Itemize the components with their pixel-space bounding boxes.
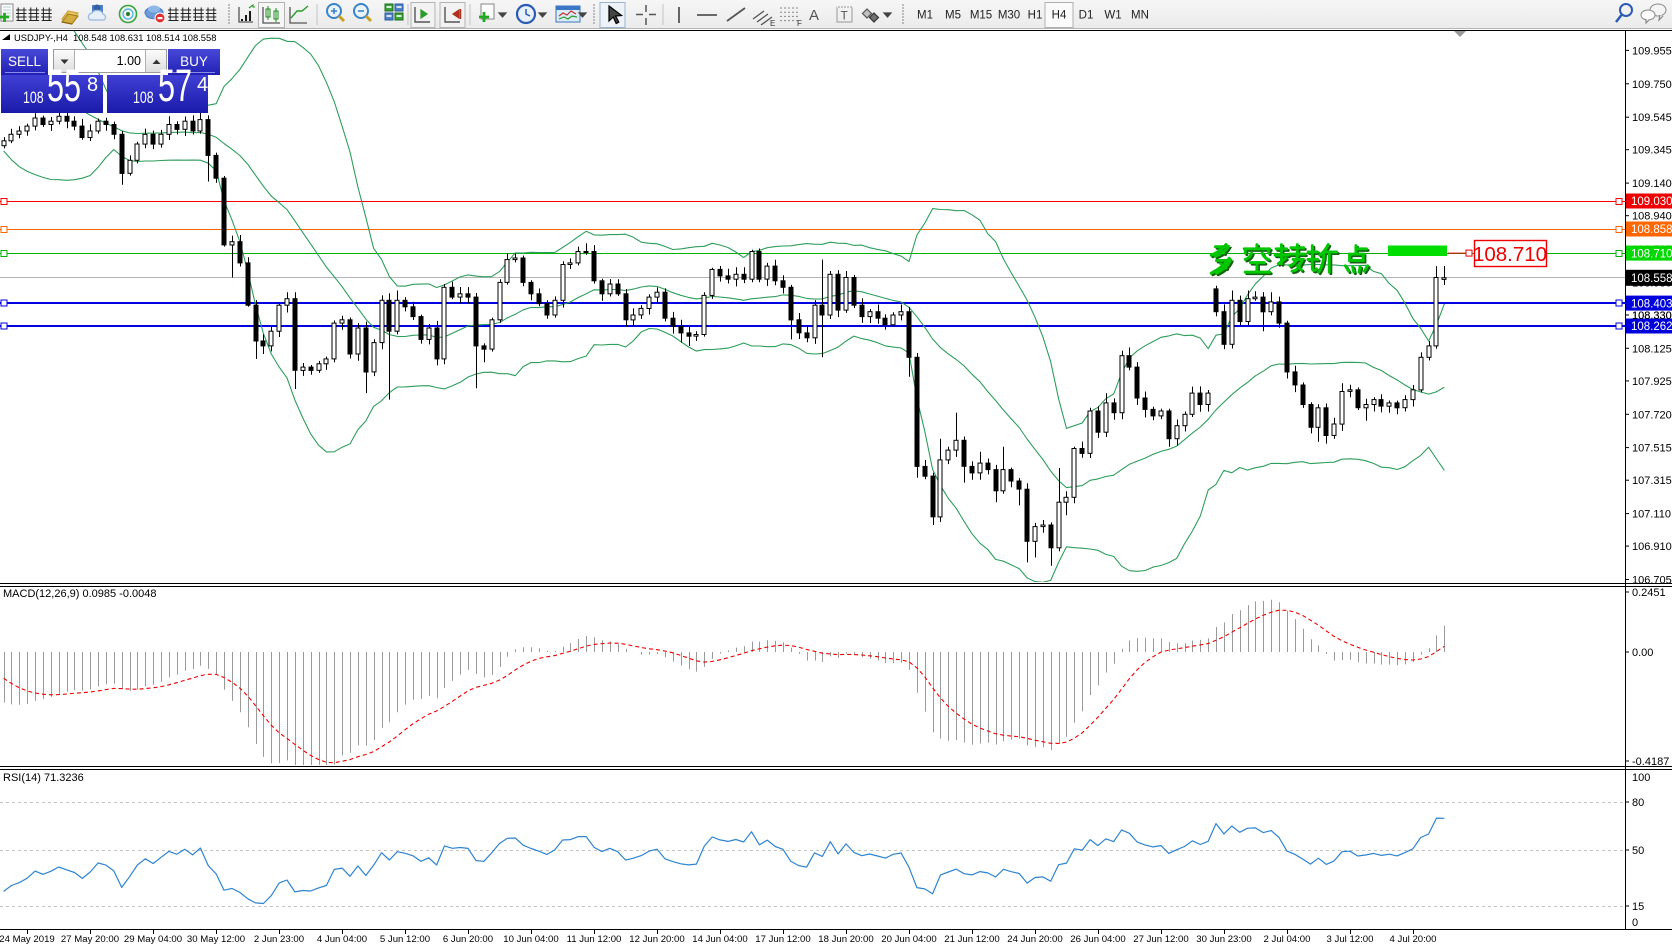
svg-text:D1: D1 [1079,10,1094,22]
svg-text:108.558: 108.558 [1631,273,1672,285]
svg-text:3 Jul 12:00: 3 Jul 12:00 [1327,934,1374,945]
svg-text:2 Jul 04:00: 2 Jul 04:00 [1264,934,1311,945]
svg-text:26 Jun 04:00: 26 Jun 04:00 [1070,934,1125,945]
svg-text:109.750: 109.750 [1632,79,1672,91]
svg-text:2 Jun 23:00: 2 Jun 23:00 [254,934,304,945]
svg-text:MN: MN [1131,10,1149,22]
svg-text:M5: M5 [945,10,961,22]
svg-text:14 Jun 04:00: 14 Jun 04:00 [692,934,747,945]
svg-text:108.940: 108.940 [1632,211,1672,223]
svg-text:0.00: 0.00 [1632,647,1653,659]
svg-text:6 Jun 20:00: 6 Jun 20:00 [443,934,493,945]
svg-text:H4: H4 [1052,10,1067,22]
svg-text:108.403: 108.403 [1631,298,1672,310]
svg-text:108.858: 108.858 [1631,224,1672,236]
svg-text:50: 50 [1632,845,1644,857]
svg-text:29 May 04:00: 29 May 04:00 [124,934,182,945]
svg-text:30 May 12:00: 30 May 12:00 [187,934,245,945]
svg-text:109.345: 109.345 [1632,145,1672,157]
svg-text:24 Jun 20:00: 24 Jun 20:00 [1007,934,1062,945]
svg-text:H1: H1 [1028,10,1043,22]
svg-text:108.330: 108.330 [1632,310,1672,322]
svg-text:M30: M30 [998,10,1020,22]
svg-text:MACD(12,26,9) 0.0985 -0.0048: MACD(12,26,9) 0.0985 -0.0048 [3,588,156,600]
svg-text:107.315: 107.315 [1632,475,1672,487]
svg-text:106.705: 106.705 [1632,575,1672,587]
svg-text:27 Jun 12:00: 27 Jun 12:00 [1133,934,1188,945]
svg-text:30 Jun 23:00: 30 Jun 23:00 [1196,934,1251,945]
svg-text:107.110: 107.110 [1632,509,1671,521]
svg-text:24 May 2019: 24 May 2019 [0,934,55,945]
svg-text:A: A [809,7,819,24]
svg-text:15: 15 [1632,901,1644,913]
svg-text:11 Jun 12:00: 11 Jun 12:00 [567,934,622,945]
svg-text:T: T [841,9,849,23]
svg-text:12 Jun 20:00: 12 Jun 20:00 [629,934,684,945]
svg-text:-0.4187: -0.4187 [1632,756,1669,768]
svg-text:108.710: 108.710 [1473,243,1547,266]
svg-text:M1: M1 [917,10,933,22]
svg-text:106.910: 106.910 [1632,541,1672,553]
svg-text:100: 100 [1632,772,1650,784]
svg-text:5 Jun 12:00: 5 Jun 12:00 [380,934,430,945]
svg-text:18 Jun 20:00: 18 Jun 20:00 [818,934,873,945]
svg-text:108.125: 108.125 [1632,343,1672,355]
svg-text:17 Jun 12:00: 17 Jun 12:00 [755,934,810,945]
svg-text:108.710: 108.710 [1631,248,1672,260]
svg-text:109.545: 109.545 [1632,112,1672,124]
svg-text:107.515: 107.515 [1632,443,1672,455]
svg-text:4 Jul 20:00: 4 Jul 20:00 [1390,934,1437,945]
svg-text:W1: W1 [1104,10,1121,22]
svg-text:109.140: 109.140 [1632,178,1672,190]
svg-text:80: 80 [1632,797,1644,809]
svg-text:F: F [797,19,802,28]
svg-text:RSI(14) 71.3236: RSI(14) 71.3236 [3,772,84,784]
svg-text:USDJPY-,H4 108.548 108.631 10: USDJPY-,H4 108.548 108.631 108.514 108.5… [14,32,216,43]
svg-text:108.262: 108.262 [1631,321,1672,333]
svg-text:M15: M15 [970,10,992,22]
svg-text:109.955: 109.955 [1632,45,1672,57]
svg-text:27 May 20:00: 27 May 20:00 [61,934,119,945]
svg-text:107.720: 107.720 [1632,409,1672,421]
svg-text:0.2451: 0.2451 [1632,587,1666,599]
svg-text:10 Jun 04:00: 10 Jun 04:00 [503,934,558,945]
svg-text:109.030: 109.030 [1631,196,1672,208]
svg-text:20 Jun 04:00: 20 Jun 04:00 [881,934,936,945]
svg-text:0: 0 [1632,917,1638,929]
svg-text:4 Jun 04:00: 4 Jun 04:00 [317,934,367,945]
svg-text:107.925: 107.925 [1632,376,1672,388]
svg-text:E: E [770,19,775,28]
svg-text:21 Jun 12:00: 21 Jun 12:00 [944,934,999,945]
